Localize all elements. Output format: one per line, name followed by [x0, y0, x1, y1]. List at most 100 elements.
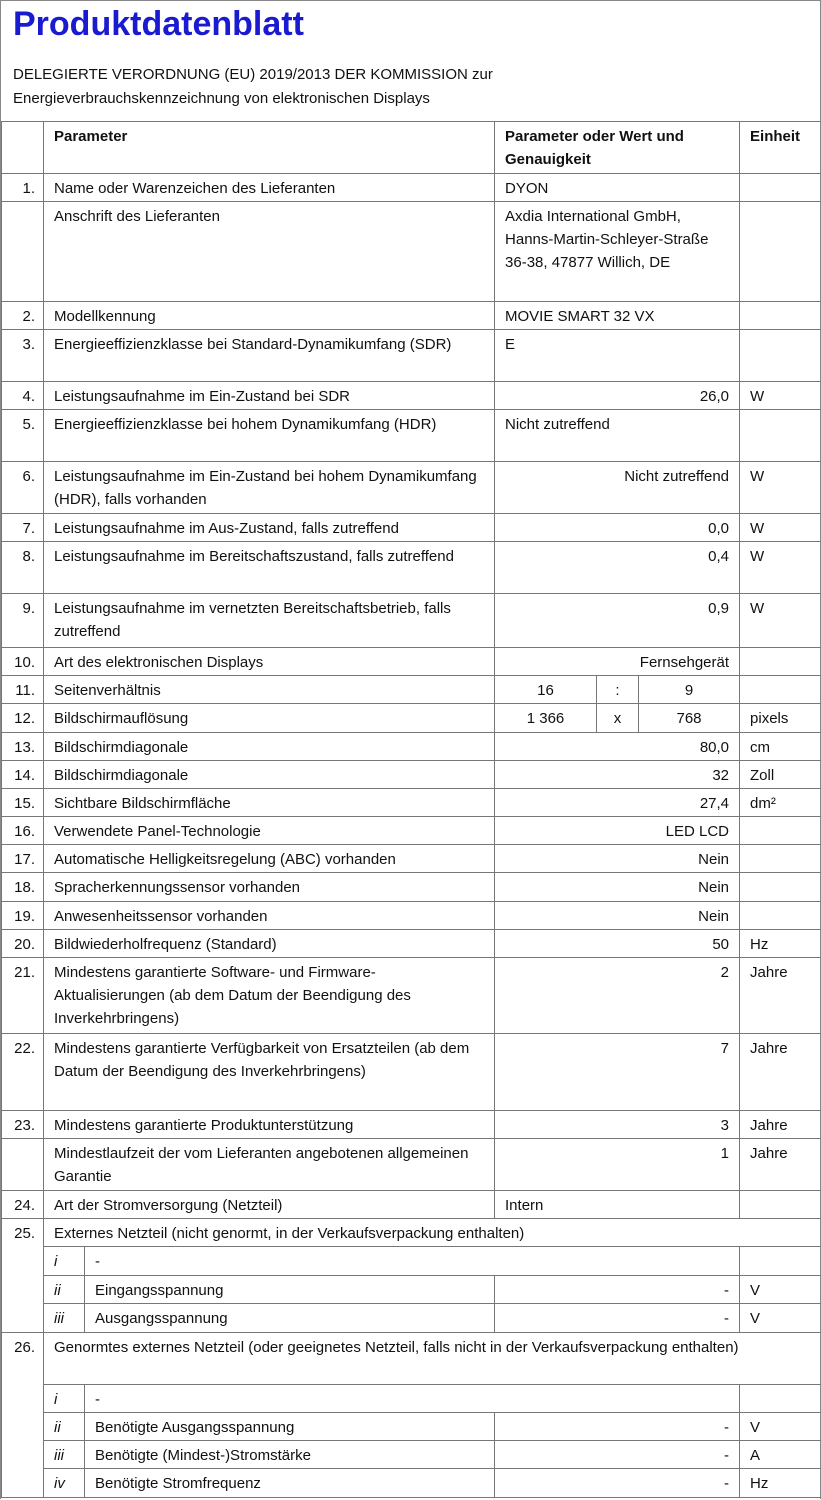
cell-parameter: Benötigte Ausgangsspannung [83, 1412, 496, 1441]
cell-number: 2. [1, 301, 44, 330]
table-row: 19. Anwesenheitssensor vorhanden Nein [1, 901, 821, 930]
cell-unit: Hz [739, 1468, 821, 1498]
cell-value: 16 [494, 675, 598, 704]
empty-cell [739, 409, 821, 462]
cell-unit: Jahre [739, 1138, 821, 1191]
cell-parameter: Mindestens garantierte Produktunterstütz… [42, 1110, 496, 1139]
cell-parameter: Leistungsaufnahme im vernetzten Bereitsc… [42, 593, 496, 648]
cell-parameter: Genormtes externes Netzteil (oder geeign… [42, 1332, 821, 1385]
cell-number: 20. [1, 929, 44, 958]
cell-value: 80,0 [494, 732, 741, 761]
cell-parameter: Anschrift des Lieferanten [42, 201, 496, 302]
cell-parameter: Eingangsspannung [83, 1275, 496, 1304]
cell-parameter: Benötigte (Mindest-)Stromstärke [83, 1440, 496, 1469]
cell-value: 7 [494, 1033, 741, 1111]
cell-parameter: - [83, 1246, 741, 1276]
table-row: Anschrift des Lieferanten Axdia Internati… [1, 201, 821, 302]
cell-number: iii [43, 1303, 85, 1333]
empty-cell [739, 173, 821, 202]
table-row: 15. Sichtbare Bildschirmfläche 27,4 dm² [1, 788, 821, 817]
cell-number: 25. [1, 1218, 44, 1333]
cell-number: 24. [1, 1190, 44, 1219]
table-row: 14. Bildschirmdiagonale 32 Zoll [1, 760, 821, 789]
table-row: 13. Bildschirmdiagonale 80,0 cm [1, 732, 821, 761]
cell-number: 5. [1, 409, 44, 462]
cell-columns: Einheit [739, 121, 821, 174]
cell-value: : [596, 675, 640, 704]
cell-parameter: Ausgangsspannung [83, 1303, 496, 1333]
cell-unit: W [739, 381, 821, 410]
empty-cell [1, 1138, 44, 1191]
title: Produktdatenblatt [13, 5, 304, 43]
cell-unit: V [739, 1303, 821, 1333]
cell-value: Axdia International GmbH, Hanns-Martin-S… [494, 201, 741, 302]
cell-value: x [596, 703, 640, 733]
table-row: 20. Bildwiederholfrequenz (Standard) 50 Hz [1, 929, 821, 958]
cell-value: 768 [638, 703, 741, 733]
empty-cell [739, 301, 821, 330]
cell-parameter: Sichtbare Bildschirmfläche [42, 788, 496, 817]
cell-number: 17. [1, 844, 44, 873]
cell-unit: Jahre [739, 1110, 821, 1139]
table-row: Parameter Parameter oder Wert und Genauig… [1, 121, 821, 174]
cell-value: 9 [638, 675, 741, 704]
cell-value: - [494, 1468, 741, 1498]
table-row: ii Benötigte Ausgangsspannung - V [2, 1412, 821, 1441]
cell-columns: Parameter oder Wert und Genauigkeit [494, 121, 741, 174]
table-row: 16. Verwendete Panel-Technologie LED LCD [1, 816, 821, 845]
table-row: iv Benötigte Stromfrequenz - Hz [2, 1468, 821, 1498]
cell-value: Nein [494, 872, 741, 902]
table-row: 9. Leistungsaufnahme im vernetzten Bereit… [1, 593, 821, 648]
table-row: 1. Name oder Warenzeichen des Lieferanten… [1, 173, 821, 202]
cell-parameter: Leistungsaufnahme im Bereitschaftszustan… [42, 541, 496, 594]
table-row: i- [2, 1384, 821, 1413]
cell-parameter: Externes Netzteil (nicht genormt, in der… [42, 1218, 821, 1247]
cell-parameter: Name oder Warenzeichen des Lieferanten [42, 173, 496, 202]
cell-number: 1. [1, 173, 44, 202]
table-row: 23. Mindestens garantierte Produktunterst… [1, 1110, 821, 1139]
cell-value: MOVIE SMART 32 VX [494, 301, 741, 330]
cell-number: 7. [1, 513, 44, 542]
cell-columns: Parameter [42, 121, 496, 174]
cell-value: - [494, 1412, 741, 1441]
table-row: 10. Art des elektronischen Displays Fernse… [1, 647, 821, 676]
table-row: 24. Art der Stromversorgung (Netzteil) Int… [1, 1190, 821, 1219]
cell-value: - [494, 1303, 741, 1333]
cell-parameter: Automatische Helligkeitsregelung (ABC) v… [42, 844, 496, 873]
empty-cell [739, 1246, 821, 1276]
table-row: 21. Mindestens garantierte Software- und … [1, 957, 821, 1034]
cell-parameter: Mindestens garantierte Software- und Fir… [42, 957, 496, 1034]
table-row: 25. Externes Netzteil (nicht genormt, in … [1, 1218, 821, 1333]
cell-number: 8. [1, 541, 44, 594]
cell-unit: A [739, 1440, 821, 1469]
cell-value: 1 366 [494, 703, 598, 733]
cell-unit: cm [739, 732, 821, 761]
cell-parameter: Bildschirmdiagonale [42, 760, 496, 789]
cell-number: 19. [1, 901, 44, 930]
cell-value: - [494, 1440, 741, 1469]
cell-parameter: Leistungsaufnahme im Ein-Zustand bei hoh… [42, 461, 496, 514]
cell-number: 22. [1, 1033, 44, 1111]
cell-value: 0,4 [494, 541, 741, 594]
cell-unit: Jahre [739, 957, 821, 1034]
cell-value: Intern [494, 1190, 741, 1219]
cell-value: Nicht zutreffend [494, 409, 741, 462]
cell-value: 27,4 [494, 788, 741, 817]
cell-parameter: Leistungsaufnahme im Ein-Zustand bei SDR [42, 381, 496, 410]
cell-parameter: Spracherkennungssensor vorhanden [42, 872, 496, 902]
table-row: 26. Genormtes externes Netzteil (oder gee… [1, 1332, 821, 1498]
cell-number: i [43, 1384, 85, 1413]
cell-number: 4. [1, 381, 44, 410]
cell-value: 3 [494, 1110, 741, 1139]
cell-unit: W [739, 461, 821, 514]
cell-number: 26. [1, 1332, 44, 1498]
cell-value: 0,9 [494, 593, 741, 648]
cell-number: 3. [1, 329, 44, 382]
cell-number: ii [43, 1412, 85, 1441]
cell-value: 32 [494, 760, 741, 789]
empty-cell [1, 201, 44, 302]
cell-number: 18. [1, 872, 44, 902]
cell-value: 50 [494, 929, 741, 958]
cell-value: DYON [494, 173, 741, 202]
